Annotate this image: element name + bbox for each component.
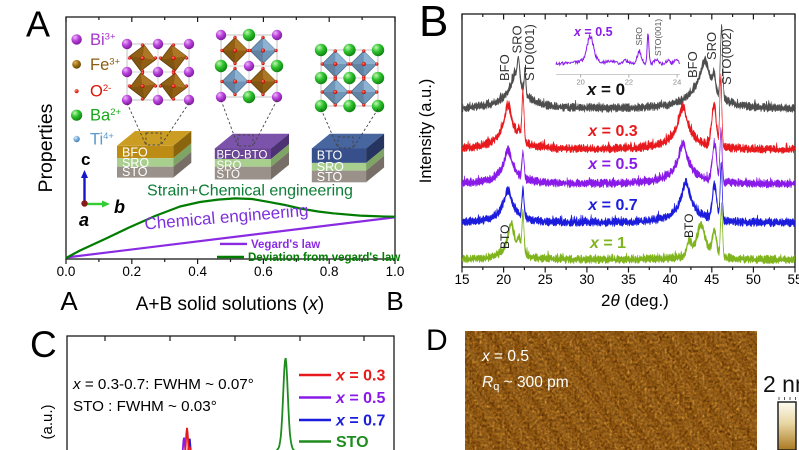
svg-text:b: b (114, 197, 125, 217)
svg-text:15: 15 (454, 272, 469, 287)
svg-text:BTO: BTO (682, 214, 696, 238)
svg-text:x = 0.3: x = 0.3 (335, 368, 385, 385)
svg-text:x = 0.5: x = 0.5 (573, 25, 613, 39)
svg-text:BTO: BTO (498, 225, 512, 249)
svg-text:STO: STO (336, 434, 369, 450)
svg-text:Strain+Chemical engineering: Strain+Chemical engineering (147, 183, 353, 200)
svg-text:0.6: 0.6 (254, 264, 273, 279)
svg-text:Chemical engineering: Chemical engineering (144, 201, 309, 234)
svg-text:A: A (60, 286, 78, 316)
svg-text:35: 35 (621, 272, 636, 287)
svg-text:STO(001): STO(001) (522, 24, 537, 81)
svg-text:Deviation from vegard's law: Deviation from vegard's law (248, 252, 400, 264)
svg-text:20: 20 (577, 78, 585, 87)
svg-text:A+B solid solutions (x): A+B solid solutions (x) (136, 294, 325, 315)
svg-text:c: c (81, 150, 90, 169)
svg-text:Vegard's law: Vegard's law (251, 239, 320, 251)
svg-text:30: 30 (579, 272, 594, 287)
svg-text:x = 0.5: x = 0.5 (335, 390, 385, 407)
svg-text:B: B (386, 286, 403, 316)
svg-text:BFO: BFO (122, 145, 148, 159)
svg-text:STO(001): STO(001) (653, 19, 663, 56)
svg-text:A: A (26, 4, 50, 45)
svg-text:40: 40 (663, 272, 678, 287)
svg-text:BFO: BFO (497, 54, 512, 81)
svg-text:SRO: SRO (217, 160, 242, 172)
svg-text:Fe3+: Fe3+ (90, 56, 121, 74)
svg-text:STO: STO (317, 170, 343, 184)
svg-text:x = 0.7: x = 0.7 (335, 413, 385, 430)
svg-text:22: 22 (625, 78, 633, 87)
svg-text:SRO: SRO (510, 25, 525, 53)
svg-text:0.0: 0.0 (57, 264, 76, 279)
svg-text:Ti4+: Ti4+ (90, 131, 114, 149)
svg-text:25: 25 (538, 272, 553, 287)
svg-text:SRO: SRO (634, 27, 644, 46)
svg-text:B: B (419, 0, 448, 46)
svg-text:x = 0.5: x = 0.5 (481, 348, 529, 365)
svg-text:24: 24 (673, 78, 681, 87)
svg-text:SRO: SRO (704, 32, 719, 60)
svg-text:50: 50 (746, 272, 761, 287)
svg-text:(a.u.): (a.u.) (39, 404, 56, 439)
svg-text:a: a (79, 210, 89, 230)
svg-text:STO(002): STO(002) (719, 28, 734, 85)
svg-text:x = 0.5: x = 0.5 (587, 156, 637, 173)
svg-text:C: C (30, 324, 57, 365)
svg-text:BFO-BTO: BFO-BTO (217, 150, 268, 162)
svg-text:20: 20 (496, 272, 511, 287)
svg-text:Bi3+: Bi3+ (90, 31, 116, 49)
svg-text:Properties: Properties (35, 103, 57, 192)
svg-text:0.4: 0.4 (188, 264, 207, 279)
svg-text:x = 0: x = 0 (586, 80, 625, 99)
svg-text:2θ (deg.): 2θ (deg.) (601, 291, 669, 310)
svg-text:BTO: BTO (317, 149, 343, 163)
svg-text:STO: STO (217, 169, 240, 181)
svg-text:Rq ~ 300 pm: Rq ~ 300 pm (482, 374, 569, 393)
svg-text:0.8: 0.8 (320, 264, 339, 279)
svg-text:1.0: 1.0 (386, 264, 405, 279)
svg-text:55: 55 (787, 272, 799, 287)
svg-text:2 nm: 2 nm (763, 371, 799, 397)
svg-text:STO: STO (122, 165, 148, 179)
svg-text:x = 1: x = 1 (589, 235, 626, 252)
svg-text:SRO: SRO (317, 160, 344, 174)
svg-text:Ba2+: Ba2+ (90, 107, 121, 125)
svg-text:Intensity (a.u.): Intensity (a.u.) (417, 79, 435, 184)
svg-text:x = 0.3: x = 0.3 (587, 123, 637, 140)
svg-text:D: D (426, 324, 448, 357)
svg-text:x = 0.3-0.7: FWHM ~ 0.07°: x = 0.3-0.7: FWHM ~ 0.07° (72, 376, 254, 393)
svg-text:45: 45 (704, 272, 719, 287)
svg-text:0.2: 0.2 (122, 264, 141, 279)
svg-text:x = 0.7: x = 0.7 (587, 197, 637, 214)
svg-text:O2-: O2- (90, 83, 111, 101)
svg-text:STO : FWHM ~ 0.03°: STO : FWHM ~ 0.03° (73, 398, 217, 415)
svg-text:BFO: BFO (685, 51, 700, 78)
svg-text:SRO: SRO (122, 156, 149, 170)
